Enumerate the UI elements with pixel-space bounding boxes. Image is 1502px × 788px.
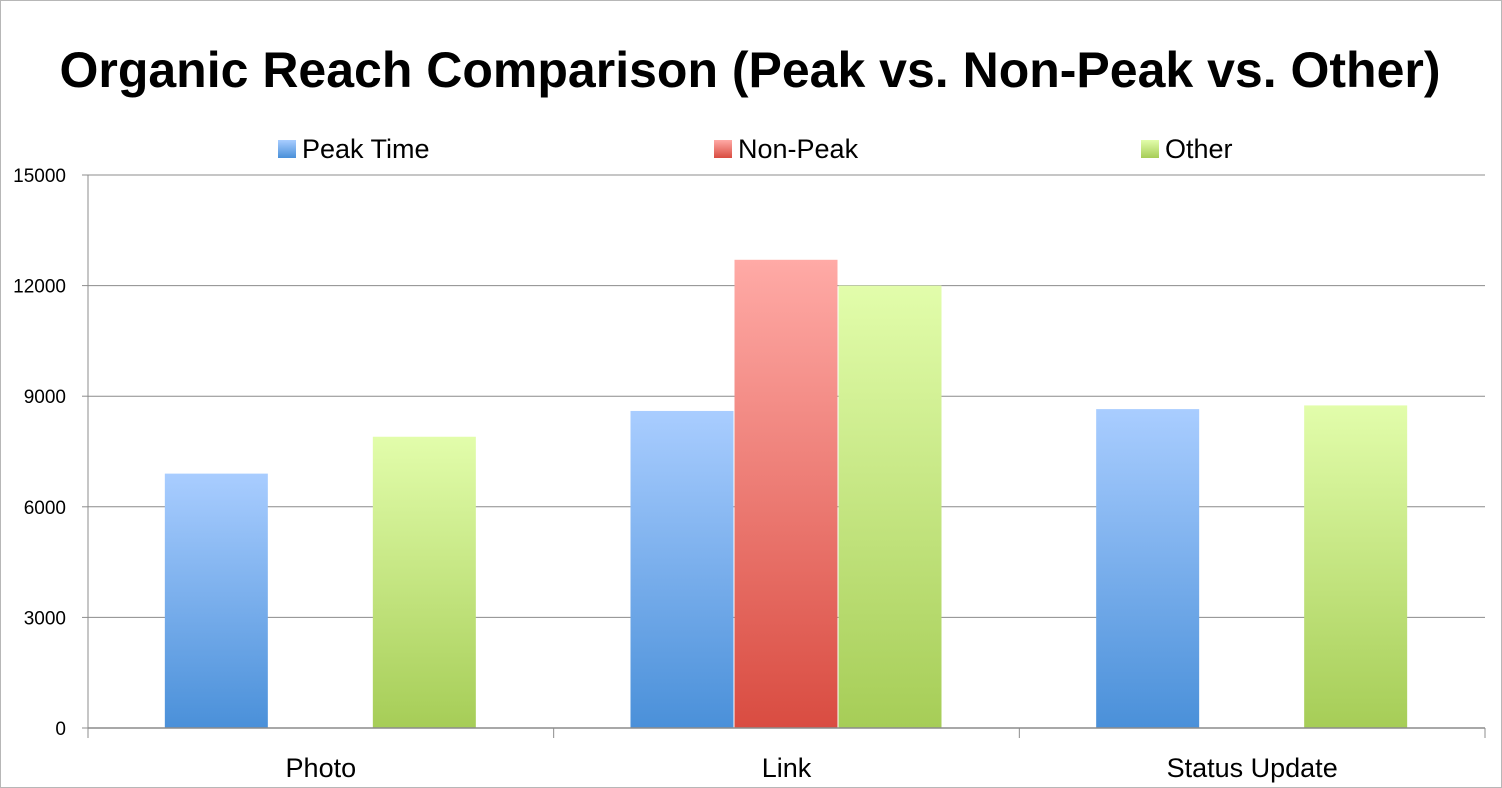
y-tick-label: 0: [55, 719, 66, 740]
x-axis: Photo Link Status Update: [87, 727, 1486, 783]
x-tick-label: Photo: [286, 753, 357, 783]
legend-swatch: [1141, 140, 1159, 158]
bar-other-link: [838, 285, 942, 728]
bar-peak-time-photo: [164, 473, 268, 728]
legend-label: Peak Time: [302, 134, 430, 164]
legend-label: Non-Peak: [738, 134, 859, 164]
y-axis: 0 3000 6000 9000 12000 15000: [13, 166, 89, 740]
y-tick-label: 9000: [24, 387, 66, 408]
bar-other-status-update: [1304, 405, 1408, 728]
x-tick-label: Status Update: [1167, 753, 1338, 783]
legend-swatch: [278, 140, 296, 158]
legend-swatch: [714, 140, 732, 158]
legend-label: Other: [1165, 134, 1233, 164]
bar-other-photo: [372, 436, 476, 728]
x-tick-label: Link: [762, 753, 812, 783]
y-tick-label: 6000: [24, 498, 66, 519]
bar-peak-time-status-update: [1096, 409, 1200, 728]
bar-non-peak-link: [734, 259, 838, 728]
y-tick-label: 15000: [13, 166, 66, 187]
bars: [164, 259, 1408, 728]
y-tick-label: 3000: [24, 608, 66, 629]
legend: Peak Time Non-Peak Other: [278, 134, 1233, 164]
y-tick-label: 12000: [13, 277, 66, 298]
bar-peak-time-link: [630, 410, 734, 728]
chart-title: Organic Reach Comparison (Peak vs. Non-P…: [59, 42, 1440, 98]
